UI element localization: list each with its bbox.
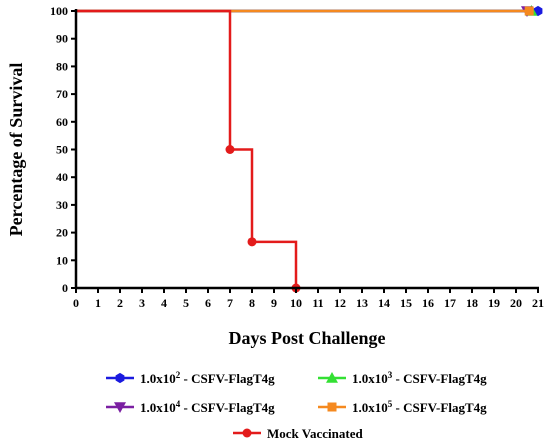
x-tick-label: 12 — [334, 296, 346, 310]
y-tick-label: 10 — [56, 253, 68, 267]
legend-label: 1.0x102 - CSFV-FlagT4g — [140, 370, 275, 386]
x-tick-label: 9 — [271, 296, 277, 310]
x-tick-label: 17 — [444, 296, 456, 310]
y-tick-label: 0 — [62, 281, 68, 295]
legend-entry: Mock Vaccinated — [233, 426, 363, 441]
x-axis-title: Days Post Challenge — [229, 328, 386, 348]
y-tick-label: 40 — [56, 170, 68, 184]
x-tick-label: 3 — [139, 296, 145, 310]
y-tick-label: 80 — [56, 59, 68, 73]
y-tick-label: 60 — [56, 115, 68, 129]
legend-marker — [114, 402, 126, 413]
legend-label: 1.0x105 - CSFV-FlagT4g — [352, 399, 487, 415]
x-tick-label: 13 — [356, 296, 368, 310]
x-tick-label: 16 — [422, 296, 434, 310]
legend-marker — [242, 428, 252, 438]
x-tick-label: 21 — [532, 296, 544, 310]
x-tick-label: 7 — [227, 296, 233, 310]
legend-entry: 1.0x104 - CSFV-FlagT4g — [106, 399, 275, 415]
x-tick-label: 0 — [73, 296, 79, 310]
x-tick-label: 1 — [95, 296, 101, 310]
x-tick-label: 11 — [312, 296, 323, 310]
legend-marker — [115, 372, 125, 384]
x-tick-label: 19 — [488, 296, 500, 310]
y-tick-label: 50 — [56, 143, 68, 157]
x-tick-label: 4 — [161, 296, 167, 310]
legend-marker — [327, 402, 337, 412]
series-5 — [76, 9, 301, 293]
legend-label: 1.0x103 - CSFV-FlagT4g — [352, 370, 487, 386]
legend-label: 1.0x104 - CSFV-FlagT4g — [140, 399, 275, 415]
legend: 1.0x102 - CSFV-FlagT4g 1.0x103 - CSFV-Fla… — [106, 370, 487, 441]
y-tick-label: 90 — [56, 32, 68, 46]
x-tick-label: 8 — [249, 296, 255, 310]
data-point — [524, 6, 534, 16]
legend-label: Mock Vaccinated — [267, 426, 363, 441]
x-tick-label: 14 — [378, 296, 390, 310]
legend-entry: 1.0x103 - CSFV-FlagT4g — [318, 370, 487, 386]
x-tick-label: 6 — [205, 296, 211, 310]
y-tick-label: 100 — [50, 4, 68, 18]
y-axis-title: Percentage of Survival — [6, 63, 26, 237]
x-tick-label: 5 — [183, 296, 189, 310]
y-tick-label: 70 — [56, 87, 68, 101]
x-tick-label: 2 — [117, 296, 123, 310]
x-tick-label: 20 — [510, 296, 522, 310]
legend-entry: 1.0x102 - CSFV-FlagT4g — [106, 370, 275, 386]
legend-marker — [326, 372, 338, 383]
legend-entry: 1.0x105 - CSFV-FlagT4g — [318, 399, 487, 415]
data-point — [225, 145, 235, 154]
plot-area — [76, 5, 543, 293]
y-tick-label: 30 — [56, 198, 68, 212]
x-tick-label: 15 — [400, 296, 412, 310]
x-tick-label: 18 — [466, 296, 478, 310]
y-tick-label: 20 — [56, 226, 68, 240]
x-tick-label: 10 — [290, 296, 302, 310]
series-line — [76, 9, 298, 288]
data-point — [247, 237, 257, 247]
